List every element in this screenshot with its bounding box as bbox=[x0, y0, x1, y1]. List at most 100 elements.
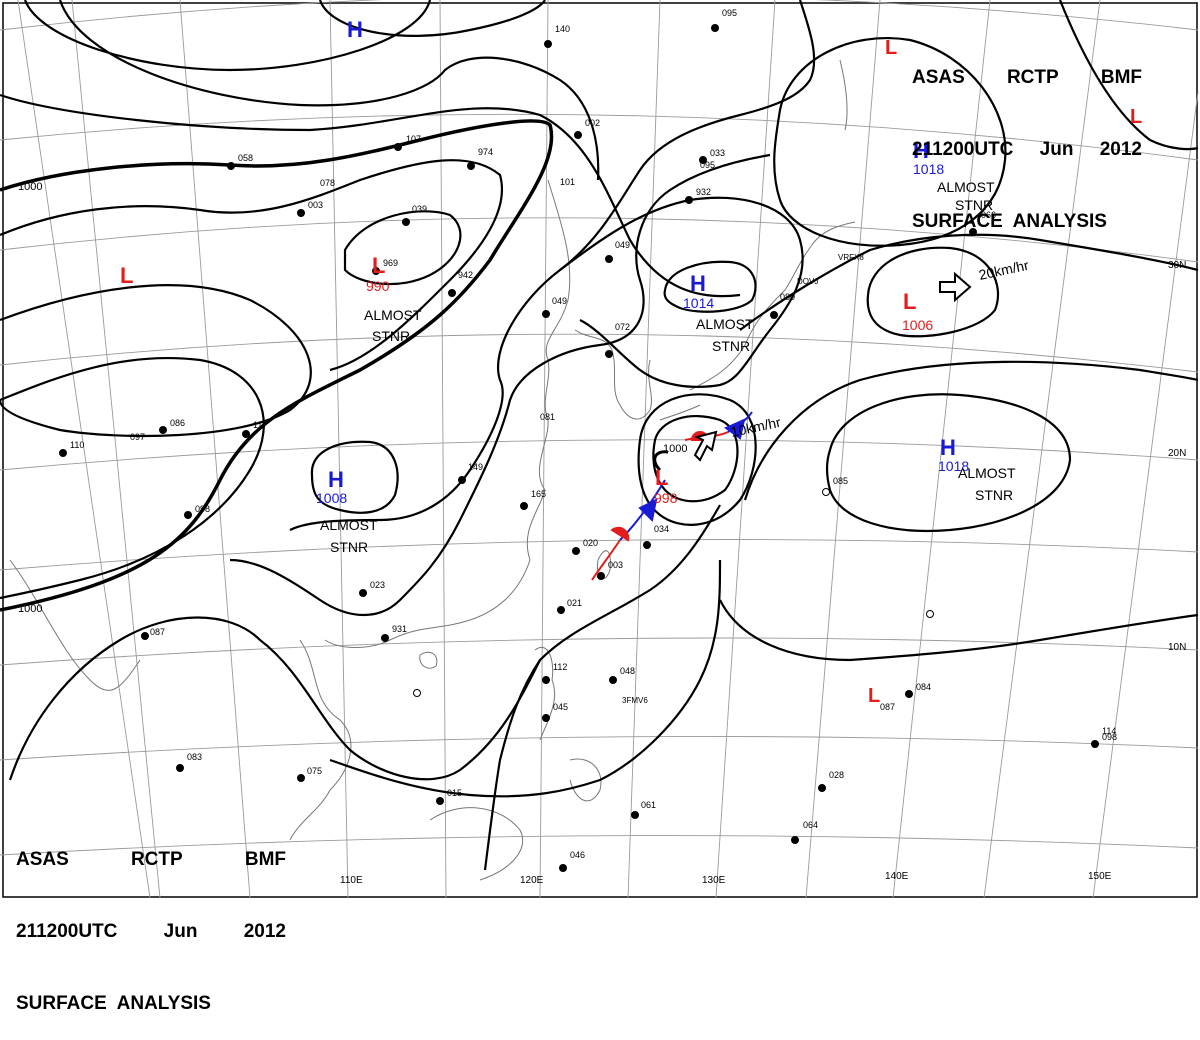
isobar-north-1 bbox=[58, 0, 600, 181]
station-5 bbox=[467, 162, 475, 170]
header-bl-month: Jun bbox=[163, 921, 198, 942]
station-pressure-label: 087 bbox=[880, 702, 895, 712]
low-value-990: 990 bbox=[366, 278, 390, 294]
station-pressure-label: 078 bbox=[320, 178, 335, 188]
station-pressure-label: 969 bbox=[383, 258, 398, 268]
station-pressure-label: 049 bbox=[615, 240, 630, 250]
note-1018n-a: ALMOST bbox=[937, 179, 995, 195]
header-bl-agency: ASAS bbox=[16, 849, 69, 870]
station-8 bbox=[297, 209, 305, 217]
station-pressure-label: 942 bbox=[458, 270, 473, 280]
station-pressure-label: 114 bbox=[1102, 726, 1116, 736]
station-2 bbox=[711, 24, 719, 32]
station-pressure-label: 932 bbox=[696, 187, 711, 197]
motion-arrow-east bbox=[939, 271, 972, 303]
coast-indochina bbox=[289, 639, 352, 841]
station-pressure-label: 087 bbox=[150, 627, 165, 637]
meridian-e bbox=[71, 0, 161, 899]
station-45 bbox=[413, 689, 421, 697]
station-pressure-label: 066 bbox=[981, 210, 996, 220]
header-tr-title: SURFACE ANALYSIS bbox=[912, 211, 1107, 232]
coast-japan-south bbox=[659, 404, 701, 421]
isobar-east-ridge bbox=[739, 233, 1199, 331]
cold-front-east-tri bbox=[723, 418, 746, 440]
station-1 bbox=[544, 40, 552, 48]
high-symbol-1: H bbox=[347, 17, 363, 42]
header-bl-line2: 211200UTC Jun 2012 bbox=[16, 920, 286, 944]
station-6 bbox=[574, 131, 582, 139]
isobar-center-1 bbox=[289, 0, 816, 531]
isobar-south-1 bbox=[0, 356, 265, 600]
lon-label-150e: 150E bbox=[1088, 871, 1112, 882]
isobar-south-2 bbox=[8, 616, 541, 781]
longitude-labels: 110E 120E 130E 140E 150E bbox=[340, 871, 1112, 886]
station-pressure-label: 931 bbox=[392, 624, 407, 634]
station-pressure-label: 110 bbox=[70, 440, 84, 450]
parallel-10n bbox=[0, 637, 1199, 666]
lon-label-120e: 120E bbox=[520, 875, 544, 886]
station-20 bbox=[59, 449, 67, 457]
isobar-north-3 bbox=[0, 159, 503, 372]
low-symbol-998: L bbox=[655, 465, 668, 490]
station-19 bbox=[242, 430, 250, 438]
low-symbol-990: L bbox=[372, 253, 385, 278]
motion-arrow-ne bbox=[693, 430, 718, 462]
parallel-20n bbox=[0, 439, 1199, 471]
parallel-5n bbox=[0, 736, 1199, 761]
station-28 bbox=[381, 634, 389, 642]
occlusion-hook bbox=[653, 450, 669, 472]
coast-luzon bbox=[534, 647, 556, 741]
isobar-h1018-south bbox=[825, 393, 1072, 533]
coast-korea bbox=[574, 329, 652, 420]
high-value-1018-south: 1018 bbox=[938, 458, 969, 474]
header-tr-year: 2012 bbox=[1099, 139, 1142, 160]
lon-label-130e: 130E bbox=[702, 875, 726, 886]
station-30 bbox=[141, 632, 149, 640]
station-15 bbox=[605, 350, 613, 358]
station-pressure-label: 974 bbox=[478, 147, 493, 157]
station-pressure-label: 049 bbox=[552, 296, 567, 306]
parallel-0 bbox=[0, 835, 1199, 856]
isobar-low-998-1 bbox=[652, 415, 739, 503]
ship-label-vrfx8: VRFX8 bbox=[838, 253, 864, 262]
isobar-jp-1 bbox=[559, 196, 804, 388]
isobar-h1018-north bbox=[773, 37, 1007, 247]
meridian-140e bbox=[892, 0, 991, 899]
station-22 bbox=[520, 502, 528, 510]
isobar-east-top bbox=[1058, 0, 1199, 151]
note-990-a: ALMOST bbox=[364, 307, 422, 323]
coastlines bbox=[9, 59, 856, 881]
station-43 bbox=[822, 488, 830, 496]
station-pressure-label: 085 bbox=[833, 476, 848, 486]
coast-china bbox=[324, 179, 571, 648]
station-pressure-label: 097 bbox=[130, 432, 145, 442]
station-pressure-label: 045 bbox=[553, 702, 568, 712]
station-pressure-label: 061 bbox=[641, 800, 656, 810]
isobar-low-990 bbox=[343, 210, 462, 286]
lon-label-140e: 140E bbox=[885, 871, 909, 882]
isobar-east-big bbox=[743, 360, 1199, 501]
header-tr-code: BMF bbox=[1100, 67, 1142, 88]
motion-label-group: 20km/hr 10km/hr bbox=[729, 257, 1030, 440]
station-26 bbox=[359, 589, 367, 597]
meridian-150e bbox=[1092, 91, 1199, 899]
isobar-1000-heavy bbox=[0, 119, 554, 612]
station-pressure-label: 002 bbox=[585, 118, 600, 128]
station-pressure-label: 064 bbox=[803, 820, 818, 830]
station-pressure-label: 039 bbox=[412, 204, 427, 214]
station-pressure-label: 080 bbox=[780, 292, 795, 302]
station-pressure-label: 003 bbox=[608, 560, 623, 570]
station-11 bbox=[372, 267, 380, 275]
station-pressure-label: 117 bbox=[253, 420, 267, 430]
meridian-120e bbox=[539, 0, 549, 899]
station-29 bbox=[557, 606, 565, 614]
isobar-top-2 bbox=[318, 0, 546, 37]
low-symbol-1006: L bbox=[903, 289, 916, 314]
isobar-label-3: 1000 bbox=[663, 443, 687, 455]
station-pressure-label: 015 bbox=[447, 788, 462, 798]
station-pressure-label: 033 bbox=[710, 148, 725, 158]
station-14 bbox=[542, 310, 550, 318]
parallel-40n bbox=[0, 0, 1199, 31]
isobar-trough bbox=[483, 504, 721, 871]
station-9 bbox=[402, 218, 410, 226]
